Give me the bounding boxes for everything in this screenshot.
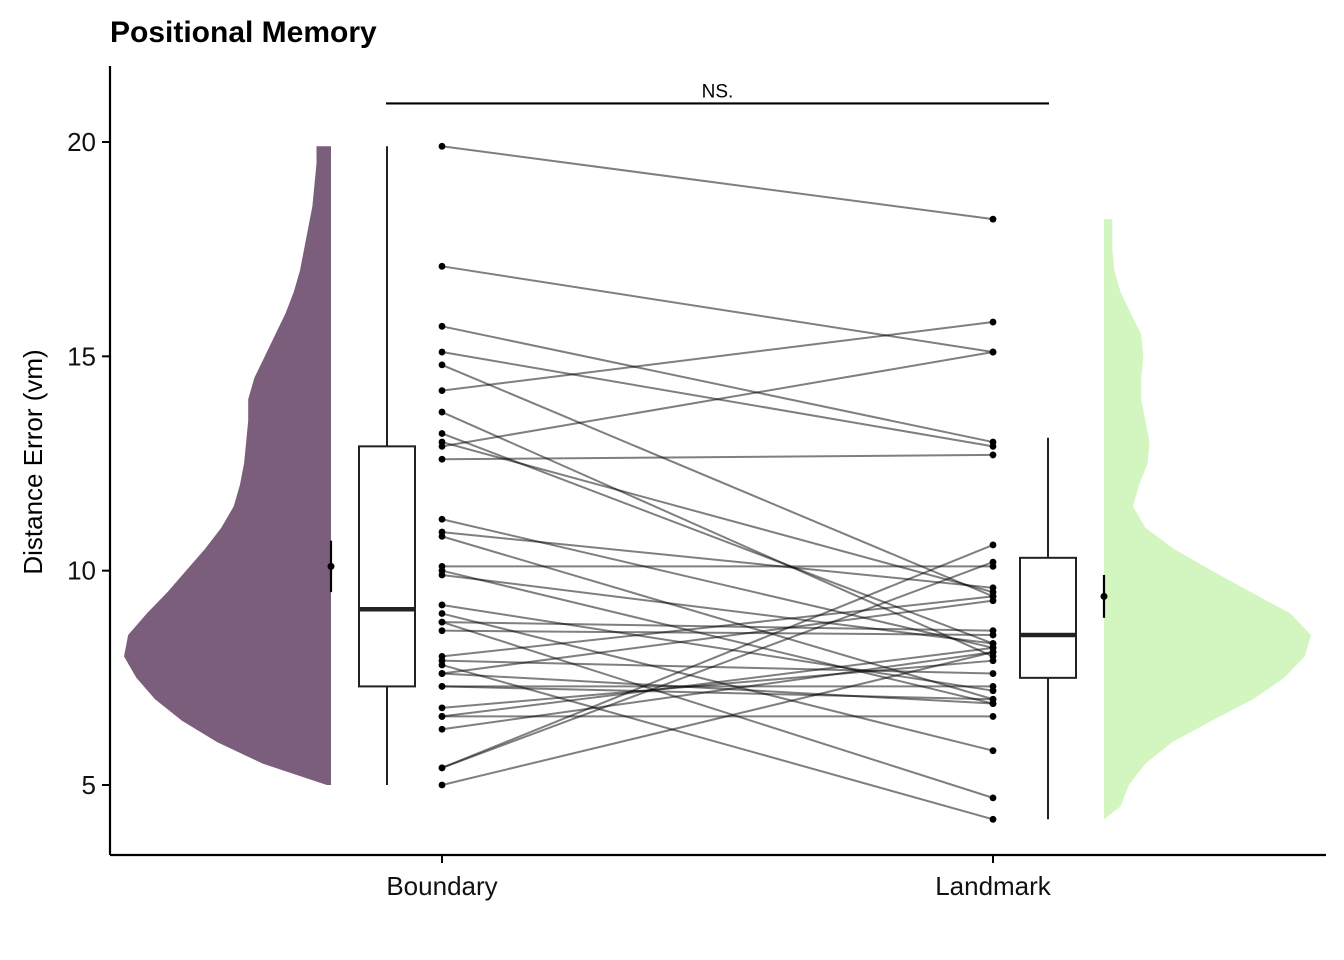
point-boundary [438,430,446,437]
paired-line [441,531,994,589]
paired-line [441,672,994,705]
point-boundary [438,322,446,330]
boxplot-landmark-box [1019,556,1077,679]
point-boundary [438,571,446,579]
paired-line [441,621,994,799]
point-boundary [438,361,446,369]
point-boundary [438,442,446,450]
paired-line [441,685,994,701]
point-boundary [438,601,446,609]
point-landmark [989,558,997,566]
point-boundary [438,670,446,677]
paired-line [441,651,994,731]
point-landmark [989,657,997,665]
x-tick-label: Landmark [935,871,1052,901]
paired-line [441,325,994,444]
point-landmark [989,442,997,450]
y-tick-label: 5 [82,770,96,800]
paired-line [441,646,994,718]
paired-line [441,441,994,594]
point-boundary [438,764,446,772]
violin-landmark [1104,219,1311,820]
paired-line [441,544,994,769]
paired-line [441,664,994,821]
paired-lines [438,142,997,823]
point-landmark [989,794,997,802]
point-landmark [989,597,997,605]
paired-line [441,561,994,769]
point-boundary [438,532,446,540]
violin-boundary [124,146,331,785]
point-landmark [989,348,997,356]
paired-line [441,651,994,786]
significance-label: NS. [702,81,734,102]
paired-line [441,599,994,675]
point-boundary [438,142,446,150]
point-boundary [438,704,446,712]
chart-title: Positional Memory [110,16,377,49]
point-landmark [989,541,997,549]
point-landmark [989,451,997,459]
y-axis-title: Distance Error (vm) [18,349,48,574]
point-landmark [989,584,997,592]
point-boundary [438,348,446,356]
point-landmark [989,215,997,223]
paired-line [441,351,994,448]
y-tick-label: 10 [67,556,96,586]
point-boundary [438,618,446,626]
paired-line [441,603,994,692]
point-boundary [438,455,446,463]
point-landmark [989,318,997,326]
point-boundary [438,713,446,720]
point-boundary [438,725,446,733]
point-boundary [438,627,446,635]
point-landmark [989,631,997,639]
paired-line [441,145,994,221]
boxplot-boundary-box [358,445,416,688]
point-boundary [438,387,446,395]
point-landmark [989,747,997,755]
paired-line [441,453,994,461]
paired-line [441,321,994,392]
point-landmark [989,815,997,823]
paired-line [441,573,994,645]
point-landmark [989,683,997,690]
point-boundary [438,661,446,669]
mean-ci-boundary-point [327,562,335,570]
paired-line [441,411,994,658]
point-landmark [989,670,997,677]
paired-line [441,659,994,675]
point-boundary [438,683,446,690]
paired-line [441,595,994,658]
y-tick-label: 20 [67,127,96,157]
paired-line [441,363,994,598]
point-boundary [438,781,446,789]
paired-line [441,659,994,709]
mean-ci-landmark-point [1100,592,1108,600]
point-landmark [989,695,997,703]
point-boundary [438,408,446,416]
paired-line [441,432,994,645]
paired-line [441,265,994,354]
point-boundary [438,262,446,270]
paired-line [441,629,994,636]
point-landmark [989,648,997,656]
x-tick-label: Boundary [386,871,497,901]
point-boundary [438,610,446,617]
point-landmark [989,713,997,720]
point-boundary [438,515,446,523]
y-tick-label: 15 [67,341,96,371]
